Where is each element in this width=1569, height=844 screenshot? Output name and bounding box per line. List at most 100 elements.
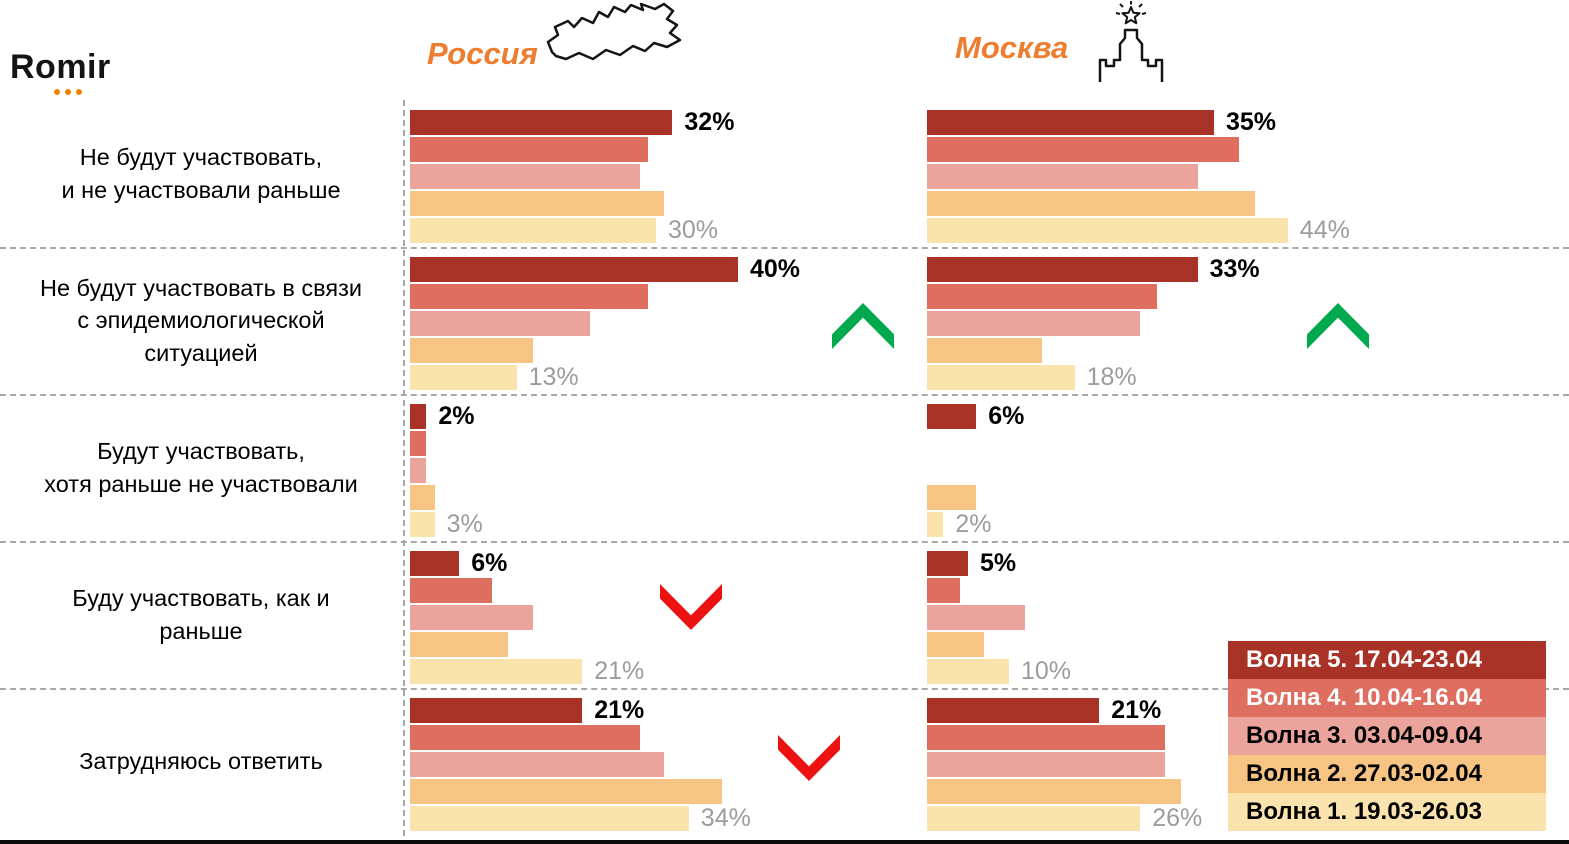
russia-bars: 32% 30% <box>410 100 927 247</box>
bar-line <box>410 605 927 630</box>
bar-line <box>927 605 1444 630</box>
bar-line: 2% <box>927 510 1444 538</box>
value-label-top: 32% <box>684 108 735 136</box>
value-label-bottom: 10% <box>1021 657 1072 685</box>
trend-up-icon <box>832 302 894 350</box>
bar-line <box>927 485 1444 510</box>
bar-line <box>927 164 1444 189</box>
legend-item: Волна 2. 27.03-02.04 <box>1228 755 1546 793</box>
bar-line <box>927 338 1444 363</box>
bar-line <box>927 578 1444 603</box>
bar-wave-2 <box>927 632 985 657</box>
bar-wave-2 <box>410 485 435 510</box>
bar-wave-1 <box>410 512 435 537</box>
chart-row: Не будут участвовать, и не участвовали р… <box>0 100 1569 247</box>
bar-wave-5 <box>410 551 460 576</box>
bar-wave-2 <box>927 485 977 510</box>
row-category-label: Буду участвовать, как и раньше <box>72 585 330 644</box>
bar-line <box>410 137 927 162</box>
bar-line <box>927 458 1444 483</box>
russia-bars: 21% 34% <box>410 688 927 835</box>
bar-line: 35% <box>927 108 1444 136</box>
bar-wave-5 <box>927 404 977 429</box>
bar-wave-5 <box>410 110 673 135</box>
value-label-bottom: 2% <box>955 510 992 538</box>
bar-wave-4 <box>410 578 492 603</box>
russia-map-icon <box>546 2 682 61</box>
value-label-top: 40% <box>750 255 801 283</box>
bar-line: 26% <box>927 804 1444 832</box>
russia-column-title: Россия <box>427 36 538 71</box>
row-category-label: Не будут участвовать в связи с эпидемиол… <box>39 274 363 366</box>
value-label-bottom: 13% <box>528 363 579 391</box>
bar-line <box>410 485 927 510</box>
bar-wave-1 <box>410 806 689 831</box>
bar-wave-2 <box>410 338 533 363</box>
row-separator <box>0 688 1569 690</box>
romir-logo: Romir <box>10 48 111 95</box>
chart-row: Будут участвовать, хотя раньше не участв… <box>0 394 1569 541</box>
bar-wave-3 <box>927 605 1026 630</box>
bar-line <box>410 284 927 309</box>
bar-line: 30% <box>410 216 927 244</box>
bar-wave-5 <box>410 257 738 282</box>
bottom-border <box>0 840 1569 844</box>
bar-line <box>410 578 927 603</box>
bar-wave-1 <box>410 218 656 243</box>
trend-down-icon <box>660 583 722 631</box>
value-label-bottom: 3% <box>446 510 483 538</box>
bar-line <box>410 779 927 804</box>
chart-row: Буду участвовать, как и раньше 6% 21% 5% 10% <box>0 541 1569 688</box>
bar-wave-5 <box>410 404 427 429</box>
bar-line <box>410 164 927 189</box>
bar-wave-1 <box>927 218 1288 243</box>
value-label-top: 5% <box>980 549 1017 577</box>
legend: Волна 5. 17.04-23.04 Волна 4. 10.04-16.04… <box>1228 641 1546 831</box>
bar-line <box>927 632 1444 657</box>
kremlin-icon <box>1098 1 1164 82</box>
chart-rows: Не будут участвовать, и не участвовали р… <box>0 100 1569 835</box>
bar-wave-3 <box>410 311 591 336</box>
romir-logo-text: Romir <box>10 48 111 86</box>
bar-wave-5 <box>927 257 1198 282</box>
bar-line: 13% <box>410 363 927 391</box>
row-category-label: Не будут участвовать, и не участвовали р… <box>61 144 341 203</box>
value-label-top: 21% <box>1111 696 1162 724</box>
bar-wave-3 <box>927 164 1198 189</box>
bar-line: 5% <box>927 549 1444 577</box>
bar-wave-4 <box>410 725 640 750</box>
bar-wave-2 <box>410 632 509 657</box>
bar-line <box>410 311 927 336</box>
bar-line: 6% <box>927 402 1444 430</box>
value-label-top: 6% <box>988 402 1025 430</box>
chart-row: Не будут участвовать в связи с эпидемиол… <box>0 247 1569 394</box>
bar-line <box>927 725 1444 750</box>
bar-wave-3 <box>927 752 1165 777</box>
value-label-top: 2% <box>438 402 475 430</box>
moscow-bars: 35% 44% <box>927 100 1444 247</box>
legend-item: Волна 4. 10.04-16.04 <box>1228 679 1546 717</box>
bar-line <box>410 458 927 483</box>
logo-dot <box>54 89 60 95</box>
bar-line: 33% <box>927 255 1444 283</box>
value-label-bottom: 21% <box>594 657 645 685</box>
legend-item: Волна 1. 19.03-26.03 <box>1228 793 1546 831</box>
bar-wave-3 <box>410 164 640 189</box>
row-separator <box>0 394 1569 396</box>
bar-line: 10% <box>927 657 1444 685</box>
bar-wave-4 <box>927 137 1239 162</box>
bar-line <box>410 431 927 456</box>
moscow-bars: 33% 18% <box>927 247 1444 394</box>
value-label-bottom: 26% <box>1152 804 1203 832</box>
russia-bars: 6% 21% <box>410 541 927 688</box>
bar-wave-2 <box>927 338 1042 363</box>
bar-line: 6% <box>410 549 927 577</box>
bar-wave-5 <box>927 551 968 576</box>
bar-wave-4 <box>410 137 648 162</box>
value-label-top: 21% <box>594 696 645 724</box>
legend-item: Волна 3. 03.04-09.04 <box>1228 717 1546 755</box>
row-separator <box>0 541 1569 543</box>
bar-wave-5 <box>927 110 1214 135</box>
moscow-bars: 21% 26% <box>927 688 1444 835</box>
bar-line <box>410 632 927 657</box>
